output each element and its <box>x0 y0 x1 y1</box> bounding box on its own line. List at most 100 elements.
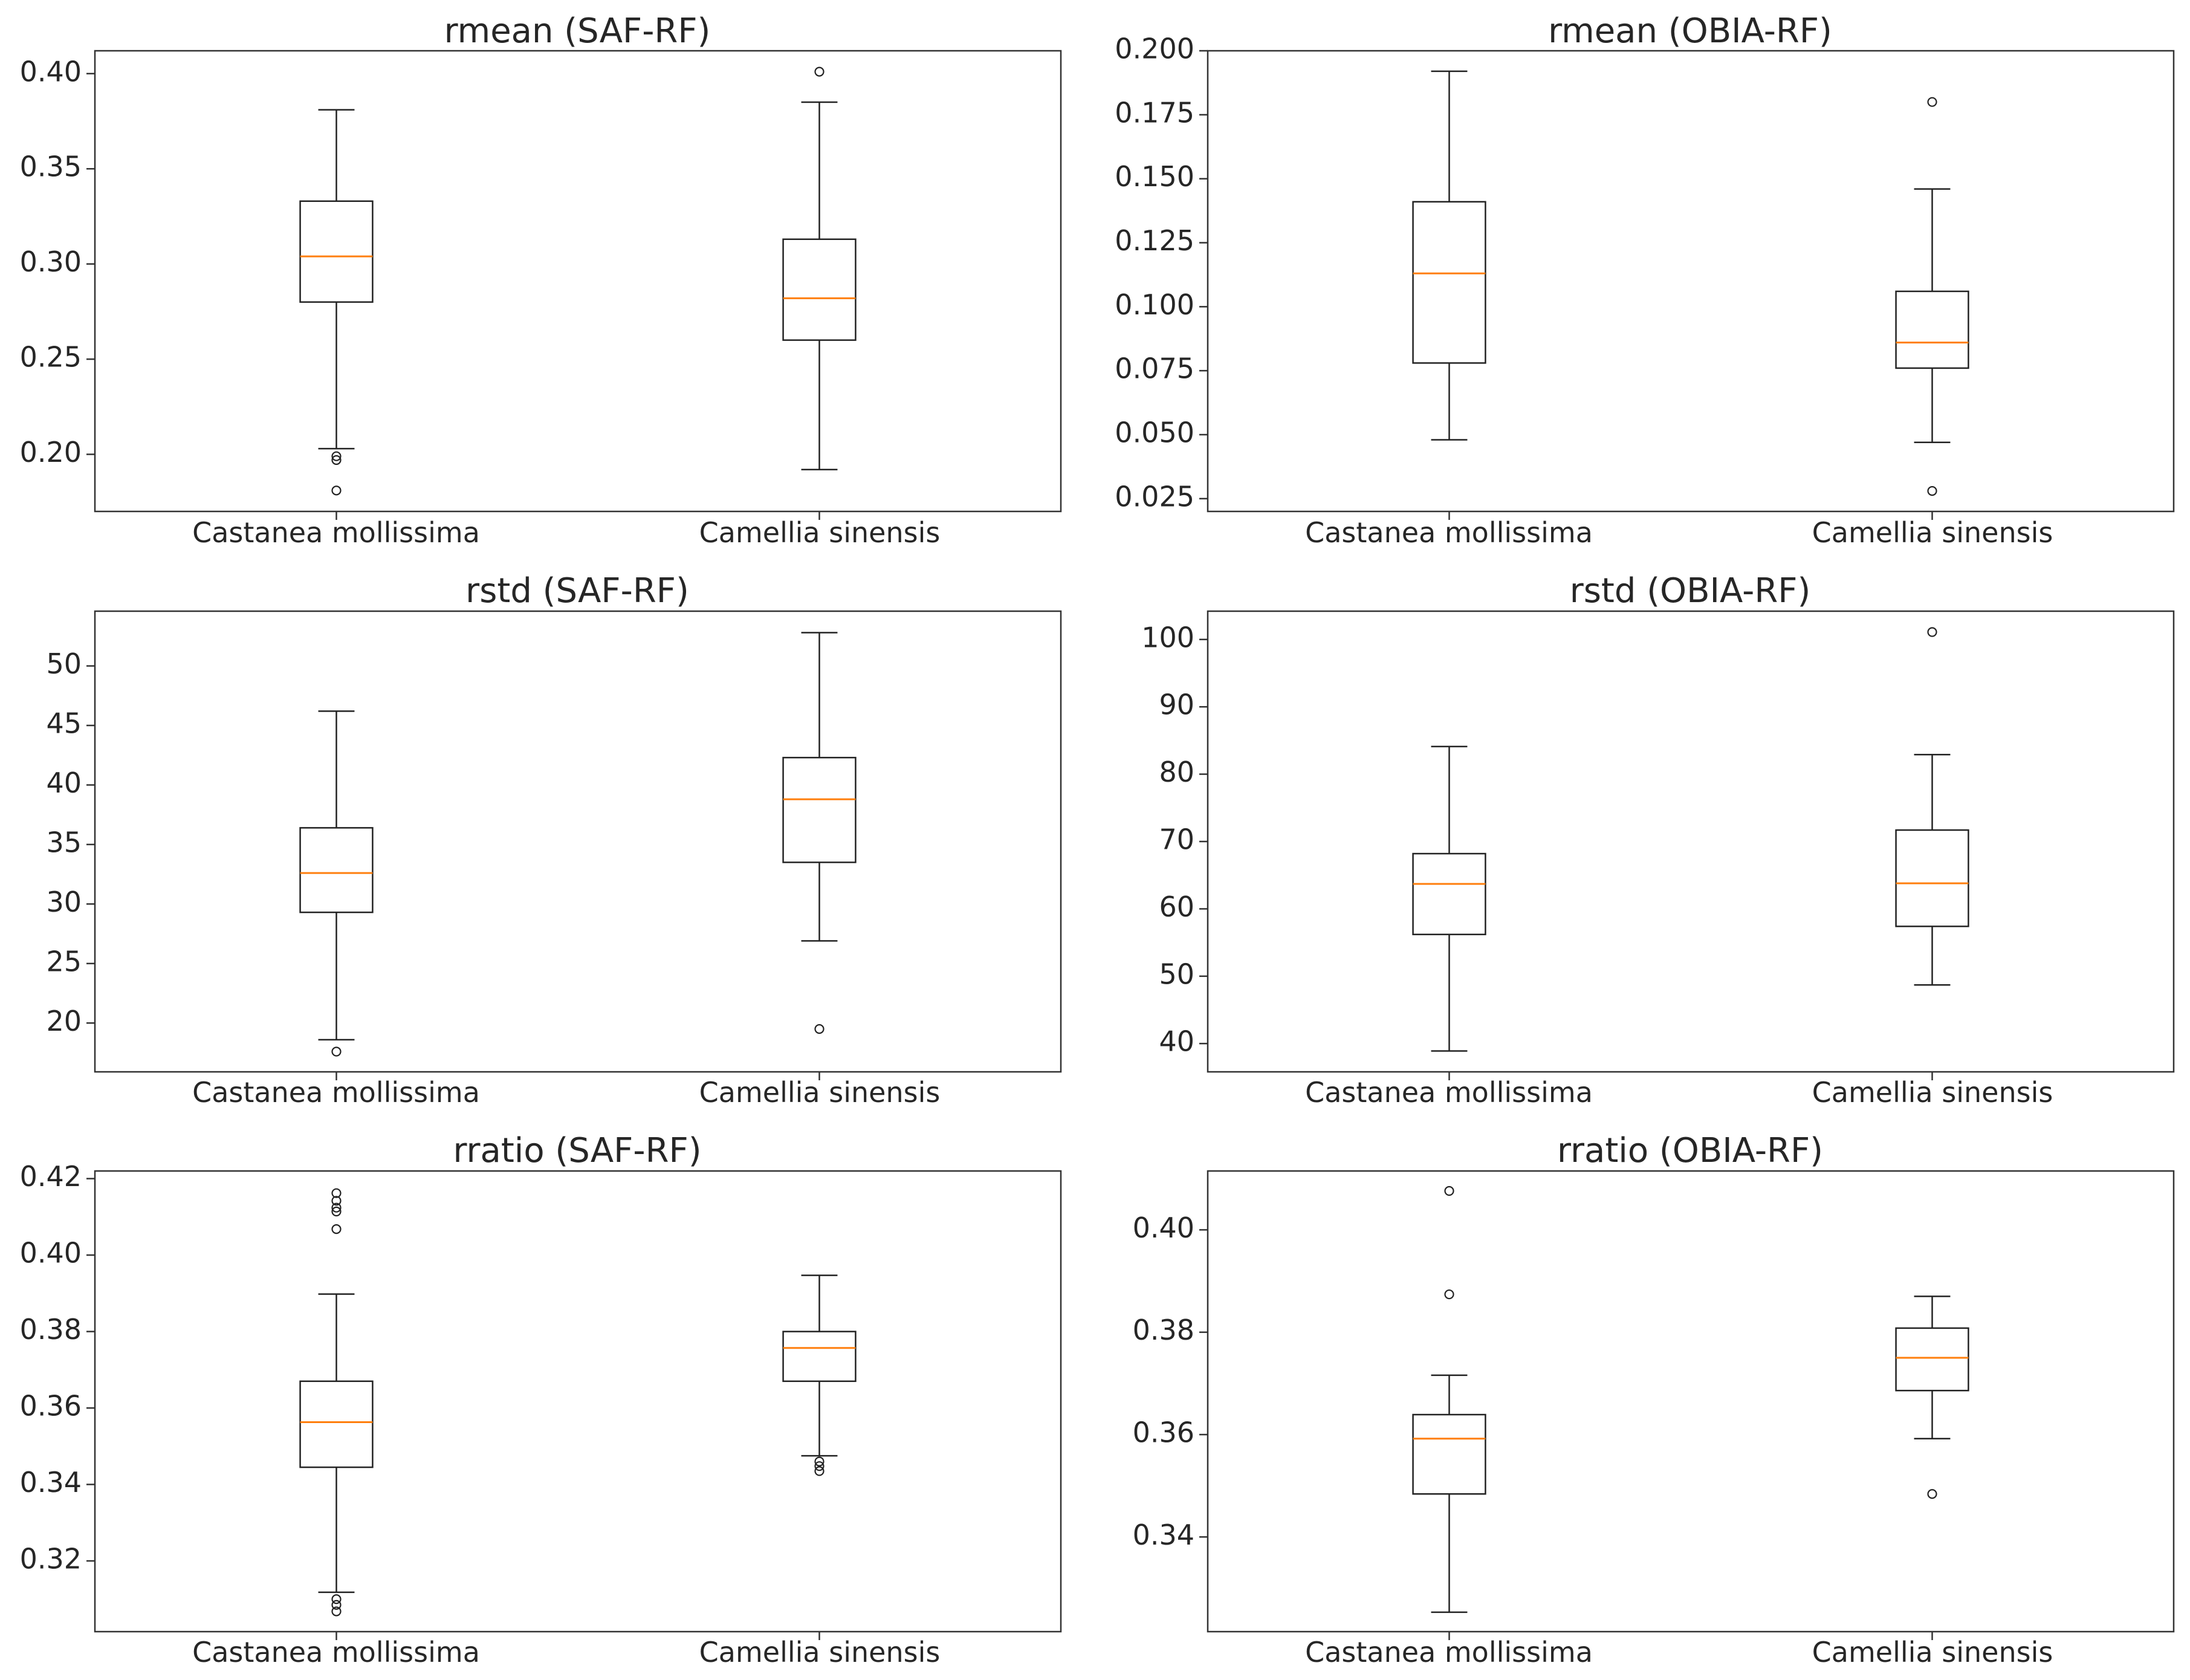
panel-rratio-obia-rf: rratio (OBIA-RF) 0.34 0.36 0.38 0.40 Castan… <box>1133 1131 2175 1669</box>
outlier-point <box>331 1206 342 1217</box>
outlier-point <box>1444 1185 1454 1196</box>
plot-frame <box>1207 1170 2175 1633</box>
panel-rmean-saf-rf: rmean (SAF-RF) 0.20 0.25 0.30 0.35 0.40 Cast… <box>20 11 1062 549</box>
outlier-point <box>331 1600 342 1610</box>
iqr-box <box>782 238 857 341</box>
x-tick-label: Castanea mollissima <box>1305 1076 1593 1109</box>
y-tick-label: 0.075 <box>1115 352 1194 385</box>
y-tick-label: 0.40 <box>20 1237 82 1270</box>
y-tick-label: 0.025 <box>1115 480 1194 513</box>
panel-title: rratio (SAF-RF) <box>453 1131 701 1170</box>
outlier-point <box>331 1202 342 1213</box>
y-tick-label: 0.34 <box>1133 1519 1194 1551</box>
y-tick-label: 40 <box>46 767 82 799</box>
box-plot-camellia-sinensis <box>782 66 857 470</box>
y-tick-label: 50 <box>1159 958 1194 990</box>
y-tick-label: 0.36 <box>1133 1416 1194 1449</box>
outlier-point <box>331 485 342 496</box>
panel-title: rstd (SAF-RF) <box>465 571 689 611</box>
y-tick-label: 0.20 <box>20 436 82 469</box>
y-tick-label: 60 <box>1159 890 1194 923</box>
box-plot-castanea-mollissima <box>299 1188 374 1617</box>
y-tick-label: 25 <box>46 945 82 978</box>
iqr-box <box>782 756 857 863</box>
box-plot-camellia-sinensis <box>782 1274 857 1476</box>
y-tick-label: 0.125 <box>1115 224 1194 257</box>
x-tick-label: Castanea mollissima <box>1305 1636 1593 1669</box>
panel-rstd-obia-rf: rstd (OBIA-RF) 40 50 60 70 80 90 100 Castanea … <box>1141 571 2175 1109</box>
y-tick-label: 40 <box>1159 1025 1194 1058</box>
y-tick-label: 0.36 <box>20 1390 82 1422</box>
y-tick-label: 50 <box>46 647 82 680</box>
outlier-point <box>1927 1489 1937 1499</box>
x-tick-label: Camellia sinensis <box>1812 516 2053 549</box>
panel-rmean-obia-rf: rmean (OBIA-RF) 0.025 0.050 0.075 0.100 0.12… <box>1115 11 2175 549</box>
y-tick-label: 0.150 <box>1115 160 1194 193</box>
box-plot-castanea-mollissima <box>1412 70 1486 441</box>
box-plot-castanea-mollissima <box>299 710 374 1057</box>
y-tick-label: 0.42 <box>20 1160 82 1193</box>
iqr-box <box>1895 290 1969 369</box>
x-tick-label: Camellia sinensis <box>1812 1636 2053 1669</box>
plot-frame <box>94 50 1062 513</box>
box-plot-camellia-sinensis <box>1895 1296 1969 1499</box>
y-tick-label: 0.25 <box>20 341 82 374</box>
y-tick-label: 0.34 <box>20 1466 82 1499</box>
panel-rstd-saf-rf: rstd (SAF-RF) 20 25 30 35 40 45 50 Castanea mo… <box>46 571 1062 1109</box>
y-tick-label: 0.35 <box>20 151 82 183</box>
x-tick-label: Camellia sinensis <box>699 1076 941 1109</box>
panel-rratio-saf-rf: rratio (SAF-RF) 0.32 0.34 0.36 0.38 0.40 0.42… <box>20 1131 1062 1669</box>
panel-title: rratio (OBIA-RF) <box>1557 1131 1823 1170</box>
outlier-point <box>331 455 342 465</box>
outlier-point <box>1444 1289 1454 1300</box>
y-tick-label: 45 <box>46 707 82 740</box>
iqr-box <box>299 200 374 303</box>
iqr-box <box>1895 829 1969 927</box>
outlier-point <box>814 1466 824 1476</box>
y-tick-label: 0.175 <box>1115 96 1194 129</box>
outlier-point <box>331 1606 342 1617</box>
outlier-point <box>1927 97 1937 107</box>
y-tick-label: 20 <box>46 1005 82 1037</box>
y-tick-label: 35 <box>46 826 82 858</box>
outlier-point <box>814 1456 824 1467</box>
box-plot-castanea-mollissima <box>1412 745 1486 1052</box>
box-plot-castanea-mollissima <box>1412 1185 1486 1614</box>
iqr-box <box>299 827 374 913</box>
x-tick-label: Castanea mollissima <box>192 516 480 549</box>
x-tick-label: Camellia sinensis <box>1812 1076 2053 1109</box>
outlier-point <box>814 66 824 77</box>
y-tick-label: 0.200 <box>1115 33 1194 65</box>
outlier-point <box>1927 627 1937 637</box>
outlier-point <box>1927 486 1937 496</box>
panel-title: rstd (OBIA-RF) <box>1570 571 1811 611</box>
outlier-point <box>814 1024 824 1034</box>
box-plot-camellia-sinensis <box>1895 627 1969 986</box>
outlier-point <box>331 1594 342 1604</box>
outlier-point <box>814 1461 824 1471</box>
plot-frame <box>1207 50 2175 513</box>
y-tick-label: 0.100 <box>1115 288 1194 321</box>
y-tick-label: 0.050 <box>1115 417 1194 449</box>
iqr-box <box>782 1331 857 1383</box>
outlier-point <box>331 1196 342 1206</box>
x-tick-label: Castanea mollissima <box>1305 516 1593 549</box>
plot-frame <box>1207 610 2175 1073</box>
plot-frame <box>94 610 1062 1073</box>
y-tick-label: 90 <box>1159 689 1194 721</box>
outlier-point <box>331 451 342 461</box>
x-tick-label: Castanea mollissima <box>192 1636 480 1669</box>
y-tick-label: 100 <box>1141 621 1194 654</box>
iqr-box <box>299 1380 374 1468</box>
box-plot-castanea-mollissima <box>299 109 374 496</box>
y-tick-label: 30 <box>46 886 82 918</box>
outlier-point <box>331 1046 342 1057</box>
y-tick-label: 0.30 <box>20 245 82 278</box>
outlier-point <box>331 1224 342 1234</box>
x-tick-label: Camellia sinensis <box>699 1636 941 1669</box>
y-tick-label: 0.32 <box>20 1543 82 1575</box>
box-plot-camellia-sinensis <box>782 632 857 1034</box>
y-tick-label: 80 <box>1159 756 1194 788</box>
